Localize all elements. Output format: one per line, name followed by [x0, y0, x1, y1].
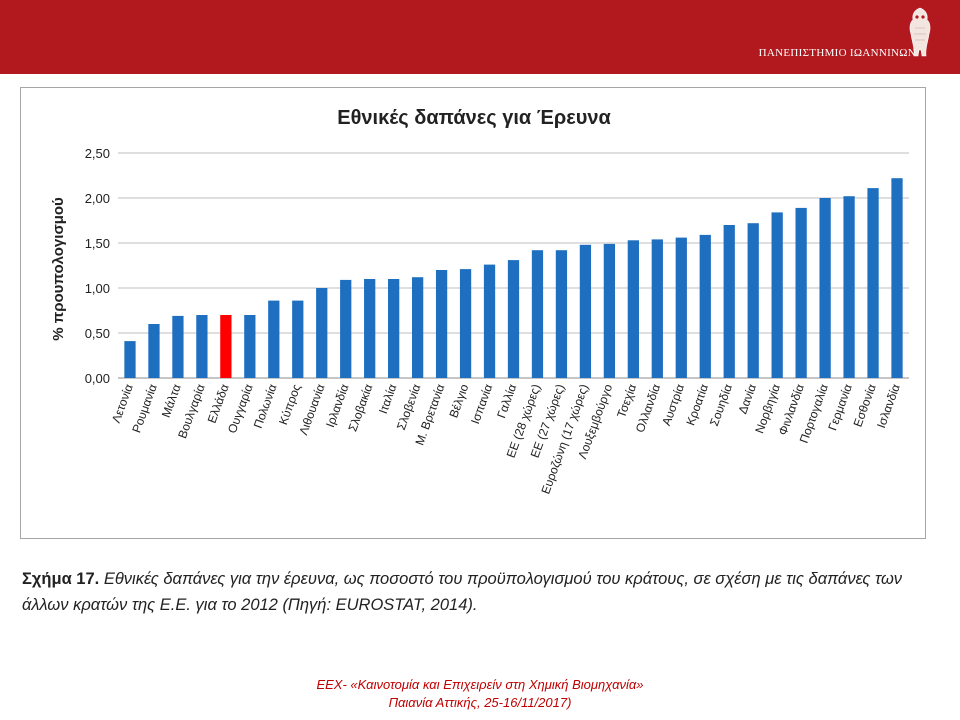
bar — [388, 279, 400, 378]
x-tick-label: Ελλάδα — [205, 382, 232, 425]
y-tick-label: 1,00 — [85, 281, 110, 296]
y-axis-label: % προυπολογισμού — [50, 197, 67, 341]
bar — [411, 277, 424, 378]
x-tick-label: Ιταλία — [376, 382, 400, 415]
bar — [699, 234, 711, 378]
bar — [148, 324, 160, 378]
chart-frame: Εθνικές δαπάνες για Έρευνα % προυπολογισ… — [20, 87, 926, 539]
header-bar: ΠΑΝΕΠΙΣΤΗΜΙΟ ΙΩΑΝΝΙΝΩΝ — [0, 0, 960, 74]
y-tick-label: 2,00 — [85, 191, 110, 206]
university-name: ΠΑΝΕΠΙΣΤΗΜΙΟ ΙΩΑΝΝΙΝΩΝ — [758, 47, 916, 59]
caption-label: Σχήμα 17. — [22, 570, 100, 588]
bar — [771, 212, 783, 378]
bar — [867, 188, 879, 378]
bar — [172, 315, 184, 378]
figure-caption: Σχήμα 17. Εθνικές δαπάνες για την έρευνα… — [22, 566, 932, 618]
y-tick-label: 0,50 — [85, 326, 110, 341]
bar — [483, 264, 496, 378]
bar-chart: Εθνικές δαπάνες για Έρευνα % προυπολογισ… — [50, 107, 909, 496]
caption-text: Εθνικές δαπάνες για την έρευνα, ως ποσοσ… — [22, 570, 903, 614]
y-tick-label: 2,50 — [85, 146, 110, 161]
bar — [507, 260, 520, 378]
bar — [843, 196, 855, 378]
bar — [292, 300, 304, 378]
owl-logo-icon — [909, 7, 931, 57]
bar — [723, 225, 735, 378]
x-tick-label: Μάλτα — [159, 382, 184, 419]
bar — [459, 269, 472, 378]
bar — [340, 279, 352, 378]
bar — [891, 178, 903, 378]
bar — [244, 315, 256, 378]
x-tick-label: Τσεχία — [614, 382, 639, 419]
x-tick-label: Δανία — [735, 382, 759, 416]
x-tick-label: Κύπρος — [276, 382, 304, 427]
y-tick-label: 0,00 — [85, 371, 110, 386]
footer-line-2: Παιανία Αττικής, 25-16/11/2017) — [388, 695, 572, 710]
bar — [316, 288, 328, 378]
bar — [435, 270, 448, 378]
footer: ΕΕΧ- «Καινοτομία και Επιχειρείν στη Χημι… — [0, 676, 960, 712]
bar — [603, 243, 616, 378]
bar — [268, 300, 280, 378]
bar — [364, 279, 376, 378]
bar-highlight — [220, 315, 232, 378]
x-tick-label: Λετονία — [109, 382, 136, 425]
y-tick-label: 1,50 — [85, 236, 110, 251]
x-tick-label: Ισπανία — [468, 382, 495, 426]
bar — [795, 207, 807, 378]
bar — [675, 237, 687, 378]
bar — [531, 250, 544, 378]
x-tick-label: Βέλγιο — [446, 382, 471, 420]
footer-line-1: ΕΕΧ- «Καινοτομία και Επιχειρείν στη Χημι… — [316, 677, 644, 692]
bar — [627, 240, 639, 378]
x-tick-label: Πολωνία — [251, 382, 280, 430]
bar — [651, 239, 663, 378]
x-tick-label: Σουηδία — [707, 382, 735, 428]
x-tick-label: Κροατία — [683, 382, 711, 427]
bar — [747, 223, 759, 378]
chart-title: Εθνικές δαπάνες για Έρευνα — [337, 107, 611, 129]
bar — [124, 341, 136, 378]
bar — [555, 250, 568, 378]
bar — [579, 244, 592, 378]
bar — [196, 315, 208, 378]
bar — [819, 198, 831, 378]
x-tick-label: Ισλανδία — [874, 382, 903, 430]
x-tick-label: Γαλλία — [494, 382, 519, 420]
